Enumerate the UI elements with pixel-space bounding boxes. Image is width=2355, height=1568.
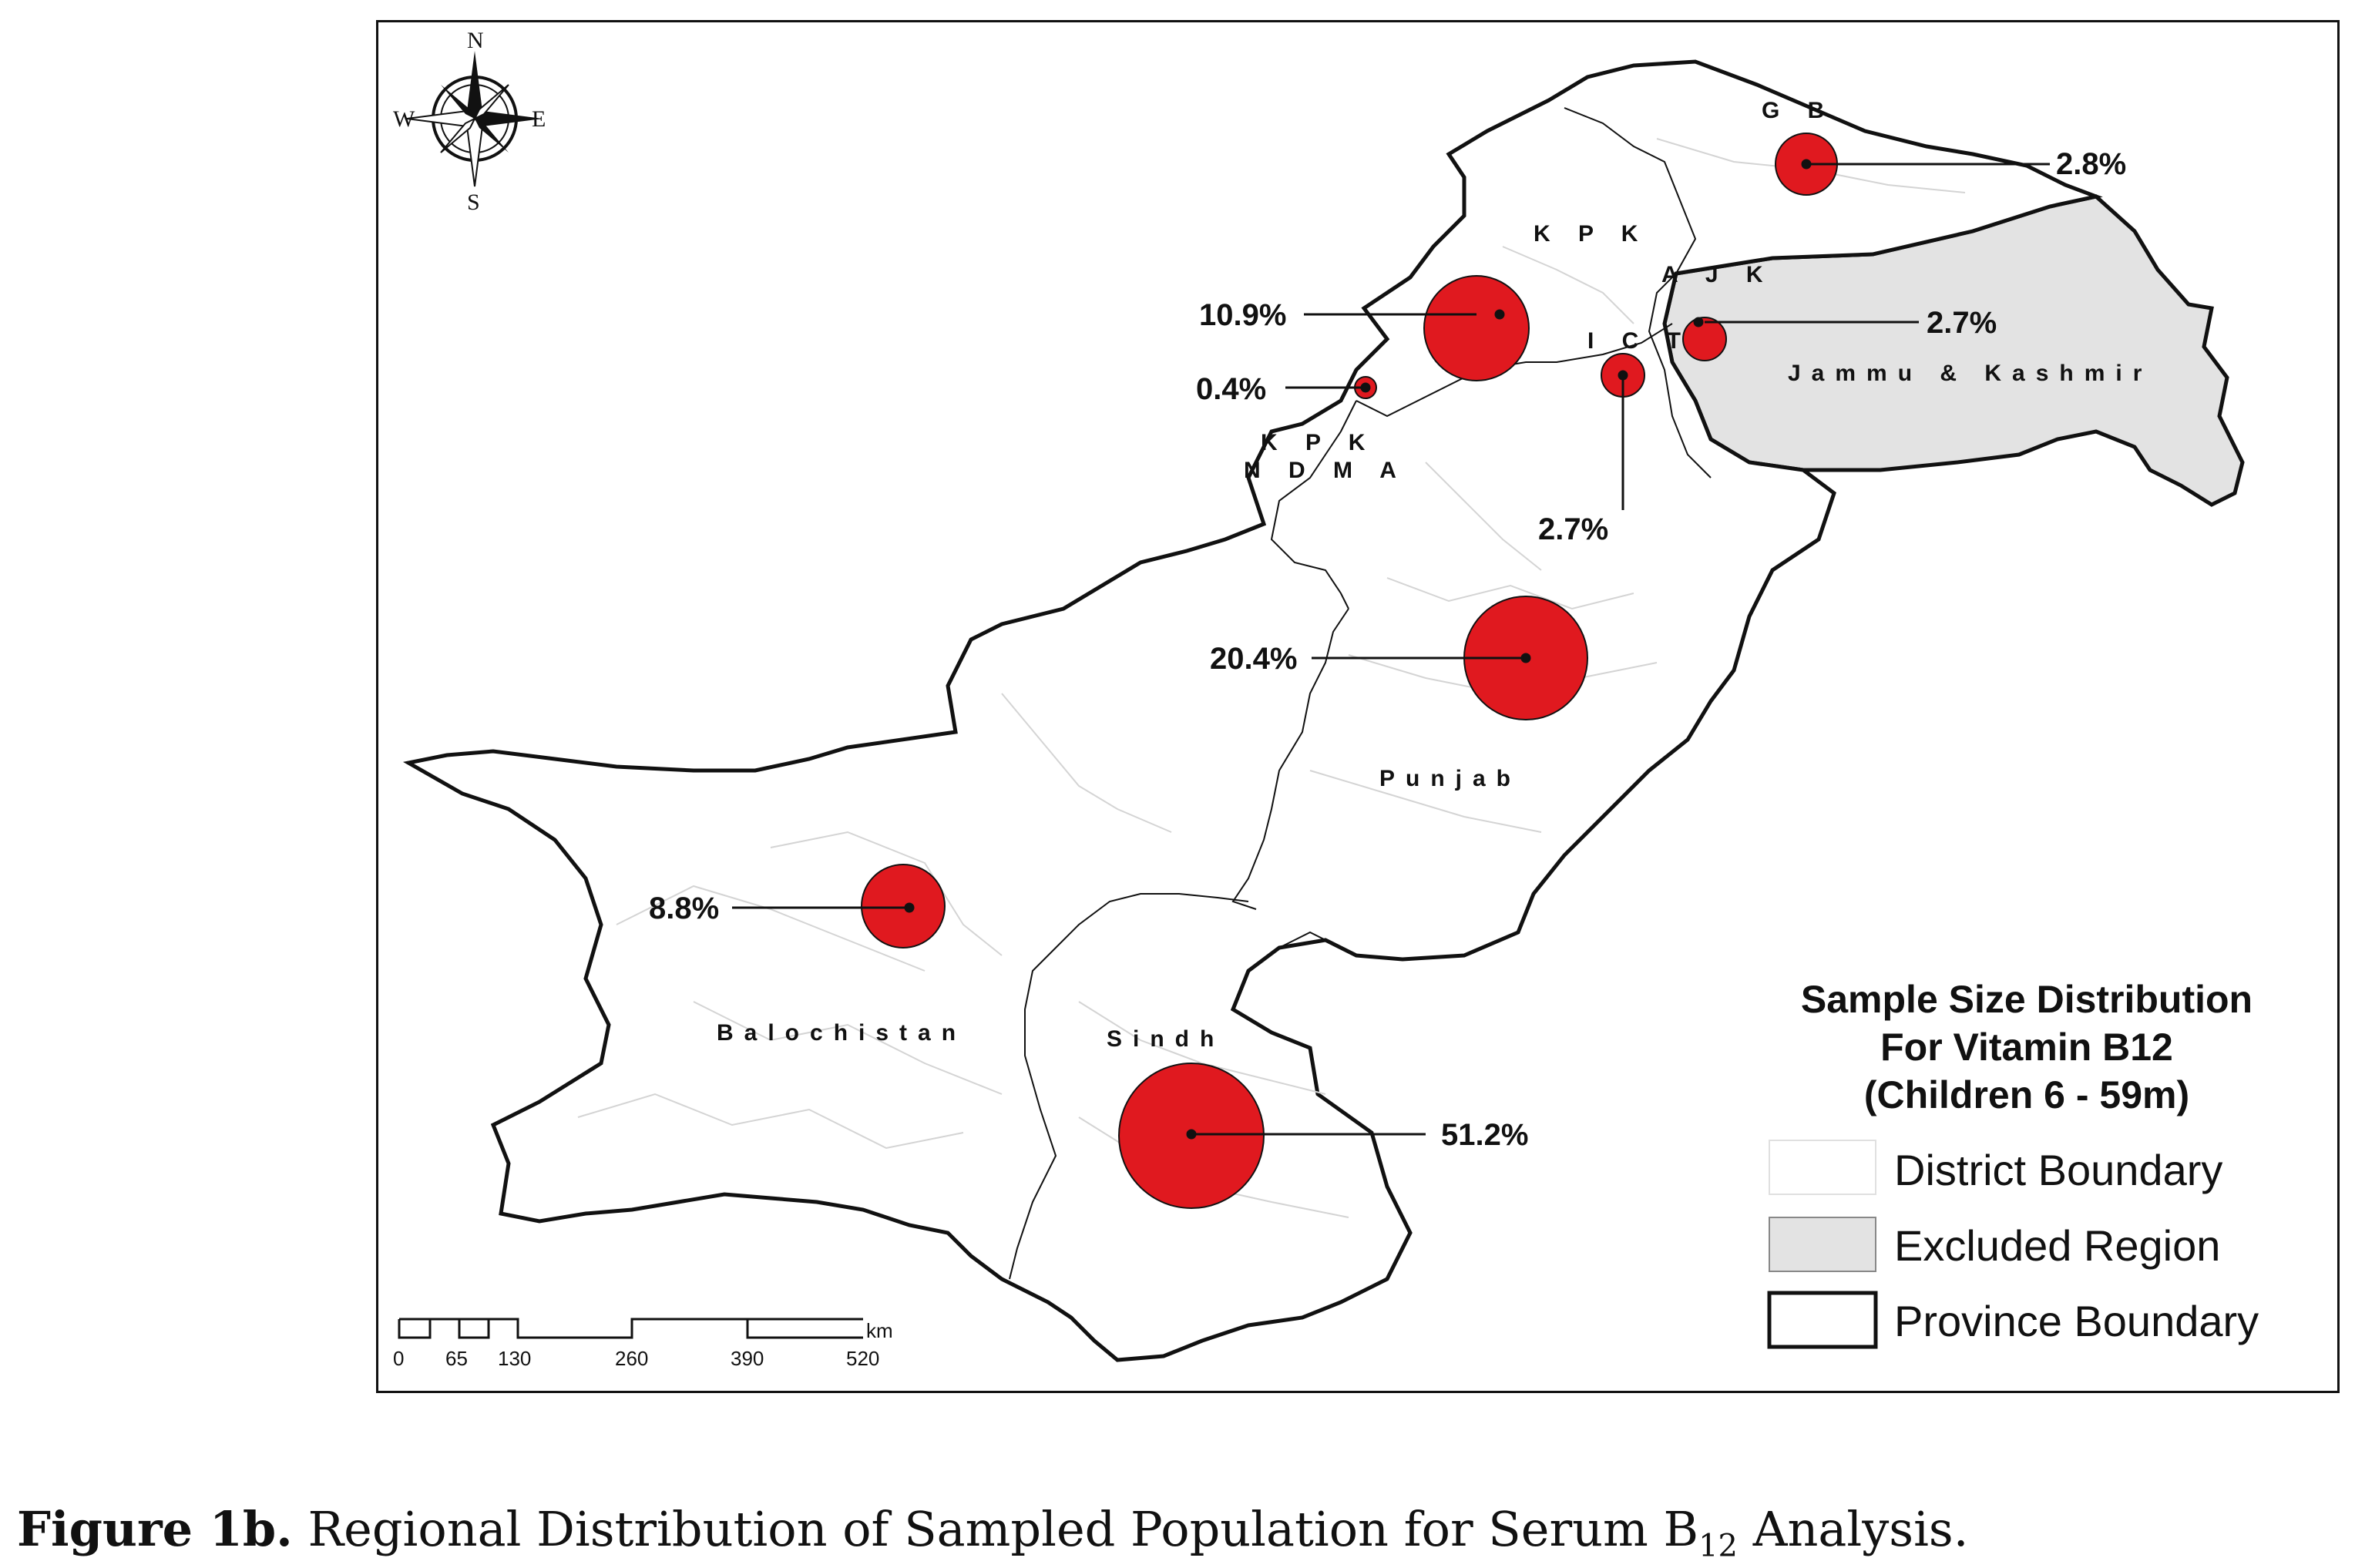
scale-tick-65: 65 (445, 1347, 468, 1370)
province-boundary-punjab-balochistan (1231, 608, 1349, 910)
compass-rose-icon: N S E W (393, 28, 546, 215)
scale-tick-390: 390 (731, 1347, 764, 1370)
label-balochistan-pct: 8.8% (649, 891, 719, 925)
circle-balochistan (861, 864, 946, 949)
label-punjab-pct: 20.4% (1210, 642, 1297, 676)
region-label-ajk: A J K (1661, 262, 1774, 287)
legend: Sample Size Distribution For Vitamin B12… (1767, 978, 2259, 1349)
region-label-kpk-nma-2: N D M A (1244, 458, 1407, 483)
label-sindh-pct: 51.2% (1441, 1118, 1528, 1152)
province-boundary-ajk (1648, 273, 1712, 478)
region-label-kpk: K P K (1534, 221, 1648, 247)
legend-swatch-province (1767, 1291, 1878, 1349)
label-kpk-pct: 10.9% (1199, 298, 1286, 332)
caption-text: Regional Distribution of Sampled Populat… (307, 1501, 1699, 1557)
scale-bar: 0 65 130 260 390 520 km (393, 1318, 893, 1370)
circle-kpk (1423, 275, 1530, 381)
region-label-punjab: Punjab (1379, 766, 1521, 791)
region-label-jammu-kashmir: Jammu & Kashmir (1788, 361, 2152, 386)
province-boundary-fata (1270, 400, 1357, 609)
region-label-sindh: Sindh (1107, 1026, 1225, 1052)
pakistan-outline (402, 59, 2103, 1362)
legend-province-label: Province Boundary (1894, 1297, 2259, 1345)
legend-title-2: For Vitamin B12 (1880, 1026, 2173, 1069)
legend-swatch-district (1769, 1140, 1876, 1195)
legend-title-3: (Children 6 - 59m) (1864, 1073, 2189, 1116)
scale-tick-520: 520 (846, 1347, 879, 1370)
province-boundary-kpk-gb (1564, 107, 1697, 274)
label-kpk-nma-pct: 0.4% (1196, 372, 1266, 406)
compass-w: W (393, 106, 415, 132)
region-label-gb: G B (1762, 98, 1835, 123)
legend-district-label: District Boundary (1894, 1146, 2222, 1194)
legend-title-1: Sample Size Distribution (1801, 978, 2253, 1021)
caption-subscript: 12 (1698, 1528, 1739, 1564)
province-boundary-sindh (1009, 893, 1249, 1280)
region-label-balochistan: Balochistan (717, 1020, 966, 1046)
label-ajk-pct: 2.7% (1927, 306, 1997, 340)
scale-tick-0: 0 (393, 1347, 404, 1370)
legend-swatch-excluded (1769, 1217, 1876, 1272)
region-label-kpk-nma-1: K P K (1261, 430, 1376, 455)
caption-label: Figure 1b. (17, 1501, 293, 1557)
compass-s: S (467, 190, 480, 215)
scale-tick-130: 130 (498, 1347, 531, 1370)
scale-unit: km (866, 1319, 893, 1342)
compass-n: N (467, 28, 484, 53)
figure-caption: Figure 1b. Regional Distribution of Samp… (17, 1501, 1968, 1563)
sample-circles (861, 133, 1838, 1209)
compass-e: E (532, 106, 546, 132)
label-ict-pct: 2.7% (1538, 512, 1608, 546)
scale-tick-260: 260 (615, 1347, 648, 1370)
leader-lines (732, 159, 2050, 1140)
caption-tail: Analysis. (1738, 1501, 1969, 1557)
legend-excluded-label: Excluded Region (1894, 1221, 2220, 1270)
province-boundary-punjab-sindh (1278, 931, 1326, 949)
circle-ajk (1682, 317, 1727, 361)
region-label-ict: I C T (1587, 328, 1692, 354)
label-gb-pct: 2.8% (2056, 147, 2126, 181)
